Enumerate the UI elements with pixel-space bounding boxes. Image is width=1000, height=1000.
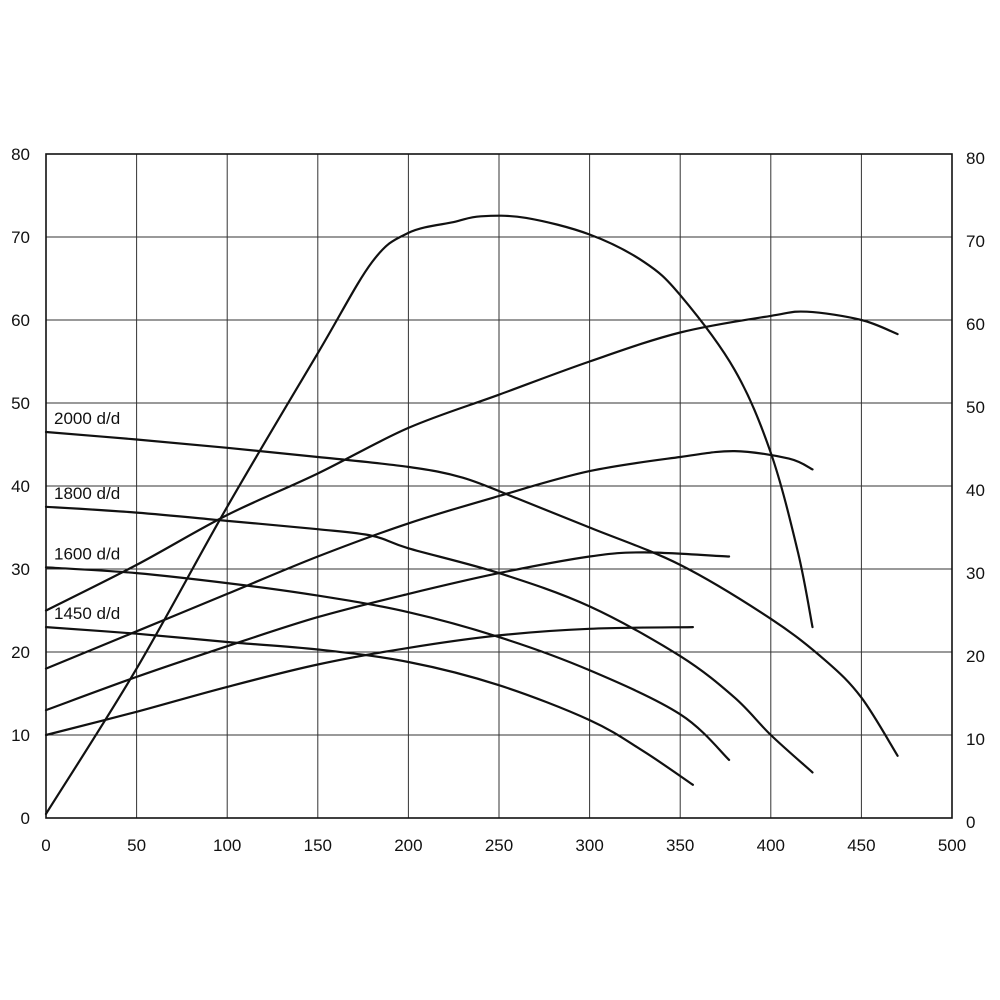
x-tick-label: 200 [394,836,422,855]
x-tick-label: 300 [575,836,603,855]
series-line-1800-d-d [44,505,814,774]
y-tick-label: 30 [11,560,30,579]
y-tick-label: 10 [11,726,30,745]
y2-tick-label: 30 [966,564,985,583]
series-line-rising-4 [44,310,899,612]
x-tick-label: 0 [41,836,50,855]
y2-tick-label: 0 [966,813,975,832]
y2-tick-label: 50 [966,398,985,417]
x-tick-label: 100 [213,836,241,855]
series-label-1450-d-d: 1450 d/d [54,604,120,623]
y-axis-ticks: 0 10 20 30 40 50 60 70 80 [11,145,30,828]
x-tick-label: 500 [938,836,966,855]
x-tick-label: 400 [757,836,785,855]
series-label-1800-d-d: 1800 d/d [54,484,120,503]
y-tick-label: 20 [11,643,30,662]
x-tick-label: 250 [485,836,513,855]
series-line-2000-d-d [44,430,899,757]
y2-tick-label: 20 [966,647,985,666]
y-tick-label: 50 [11,394,30,413]
x-tick-label: 150 [304,836,332,855]
x-tick-label: 50 [127,836,146,855]
x-tick-label: 450 [847,836,875,855]
series-line-rising-5 [44,449,814,670]
y-tick-label: 40 [11,477,30,496]
series-line-rising-6 [44,551,731,712]
x-axis-ticks: 0 50 100 150 200 250 300 350 400 450 500 [41,836,966,855]
y2-tick-label: 10 [966,730,985,749]
series-line-peak-8 [44,214,814,815]
y2-axis-ticks: 0 10 20 30 40 50 60 70 80 [966,149,985,832]
series-line-rising-7 [44,626,694,737]
y-tick-label: 80 [11,145,30,164]
series-label-1600-d-d: 1600 d/d [54,544,120,563]
plot-frame [45,153,953,819]
x-tick-label: 350 [666,836,694,855]
series-label-2000-d-d: 2000 d/d [54,409,120,428]
series-line-1600-d-d [44,566,731,761]
y2-tick-label: 80 [966,149,985,168]
y2-tick-label: 70 [966,232,985,251]
y2-tick-label: 40 [966,481,985,500]
y-tick-label: 70 [11,228,30,247]
y2-tick-label: 60 [966,315,985,334]
y-tick-label: 60 [11,311,30,330]
series-line-1450-d-d [44,626,694,786]
y-tick-label: 0 [21,809,30,828]
curve-labels: 2000 d/d 1800 d/d 1600 d/d 1450 d/d [54,409,120,623]
curves [44,214,899,815]
